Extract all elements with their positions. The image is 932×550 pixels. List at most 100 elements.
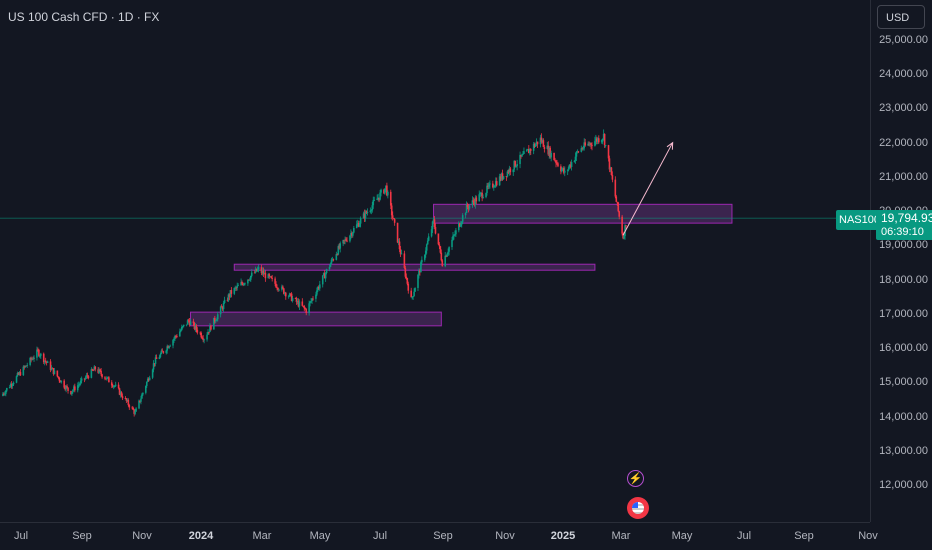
candle-body bbox=[207, 331, 209, 335]
candle-body bbox=[186, 320, 189, 325]
candle-body bbox=[625, 225, 627, 227]
candle-body bbox=[104, 377, 106, 379]
candle-body bbox=[332, 259, 335, 261]
candle-body bbox=[459, 224, 462, 227]
candle-body bbox=[549, 147, 551, 158]
candle-body bbox=[253, 272, 256, 274]
candle-body bbox=[110, 382, 113, 386]
candle-body bbox=[328, 266, 331, 270]
candle-body bbox=[427, 236, 430, 241]
candle-body bbox=[220, 306, 223, 308]
candle-body bbox=[39, 355, 41, 357]
price-axis[interactable]: 25,000.00 24,000.00 23,000.00 22,000.00 21,0… bbox=[870, 0, 932, 522]
candle-body bbox=[203, 339, 205, 341]
candle-body bbox=[467, 207, 470, 209]
chart-canvas[interactable] bbox=[0, 0, 870, 522]
lightning-event-icon[interactable]: ⚡ bbox=[627, 470, 644, 487]
candle-body bbox=[355, 224, 358, 229]
candle-body bbox=[407, 283, 410, 291]
candle-body bbox=[366, 212, 369, 214]
projection-arrow bbox=[622, 142, 674, 236]
candle-body bbox=[242, 283, 244, 286]
candle-body bbox=[283, 288, 285, 294]
candle-body bbox=[236, 285, 238, 288]
candle-body bbox=[80, 378, 83, 381]
candle-body bbox=[426, 240, 429, 245]
candle-body bbox=[161, 350, 164, 352]
candle-body bbox=[515, 166, 517, 167]
candle-body bbox=[345, 239, 347, 241]
candle-body bbox=[83, 378, 86, 380]
candle-body bbox=[187, 320, 190, 322]
candle-body bbox=[18, 372, 21, 375]
symbol-title[interactable]: US 100 Cash CFD · 1D · FX bbox=[8, 10, 160, 24]
candle-body bbox=[106, 377, 108, 380]
candle-body bbox=[50, 367, 53, 370]
candle-body bbox=[77, 384, 80, 386]
candle-body bbox=[446, 253, 448, 257]
candle-body bbox=[29, 357, 31, 365]
candle-body bbox=[153, 363, 156, 365]
candle-body bbox=[4, 393, 6, 395]
candle-body bbox=[93, 366, 96, 371]
candle-body bbox=[550, 152, 552, 158]
candle-body bbox=[396, 222, 399, 243]
price-tick-label: 25,000.00 bbox=[879, 34, 928, 46]
candle-body bbox=[202, 338, 204, 341]
time-tick-label: Sep bbox=[433, 530, 453, 542]
time-tick-label: Sep bbox=[794, 530, 814, 542]
candle-body bbox=[387, 191, 389, 196]
candle-body bbox=[87, 376, 90, 378]
candle-body bbox=[142, 392, 144, 395]
candle-body bbox=[121, 396, 124, 399]
candle-body bbox=[338, 246, 341, 249]
candle-body bbox=[444, 255, 447, 267]
candle-body bbox=[411, 296, 413, 298]
candle-body bbox=[534, 144, 537, 147]
time-axis[interactable]: Jul Sep Nov 2024 Mar May Jul Sep Nov 2025 Mar May Ju… bbox=[0, 522, 878, 550]
candle-body bbox=[233, 288, 236, 294]
candle-body bbox=[254, 268, 257, 273]
candle-body bbox=[74, 386, 76, 391]
candle-body bbox=[567, 167, 570, 170]
candle-body bbox=[125, 398, 128, 401]
candle-body bbox=[460, 221, 463, 225]
price-tick-label: 17,000.00 bbox=[879, 307, 928, 320]
time-tick-label: Mar bbox=[611, 530, 631, 542]
candle-body bbox=[583, 142, 586, 149]
candle-body bbox=[339, 243, 342, 249]
time-tick-label: Mar bbox=[252, 530, 272, 542]
candle-body bbox=[343, 240, 345, 241]
candle-body bbox=[325, 269, 328, 274]
candle-body bbox=[291, 298, 294, 301]
candle-body bbox=[574, 156, 577, 161]
candle-body bbox=[482, 197, 484, 199]
projection-arrow-head bbox=[666, 141, 674, 150]
candle-body bbox=[337, 246, 340, 255]
currency-button[interactable]: USD bbox=[877, 5, 925, 29]
price-tick-label: 21,000.00 bbox=[879, 170, 928, 183]
candle-body bbox=[406, 278, 409, 284]
candle-body bbox=[516, 164, 518, 167]
candle-body bbox=[151, 369, 154, 378]
chart-pane[interactable]: US 100 Cash CFD · 1D · FX ⚡ bbox=[0, 0, 870, 522]
candle-body bbox=[290, 293, 293, 301]
candle-body bbox=[372, 200, 375, 206]
candle-body bbox=[611, 175, 614, 180]
us-flag-event-icon[interactable] bbox=[627, 497, 649, 519]
candle-body bbox=[309, 301, 311, 304]
candle-body bbox=[529, 149, 532, 151]
candle-body bbox=[49, 361, 52, 370]
candle-body bbox=[539, 137, 542, 145]
candle-body bbox=[244, 283, 246, 285]
candle-body bbox=[617, 202, 620, 212]
candle-body bbox=[108, 377, 110, 383]
candle-body bbox=[621, 216, 623, 234]
price-tick-label: 18,000.00 bbox=[879, 273, 928, 286]
candle-body bbox=[78, 383, 81, 385]
candle-body bbox=[588, 143, 590, 145]
candle-body bbox=[301, 301, 304, 306]
candle-body bbox=[523, 151, 525, 154]
candle-body bbox=[37, 349, 39, 351]
